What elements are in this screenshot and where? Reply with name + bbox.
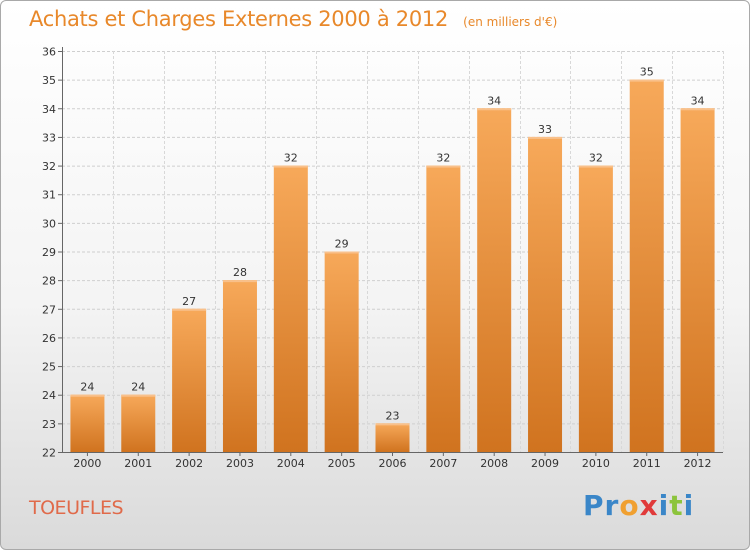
logo-letter: i [683,489,695,522]
x-tick-label: 2008 [480,457,508,470]
y-tick-label: 36 [42,46,56,59]
chart-title: Achats et Charges Externes 2000 à 2012 [29,7,449,31]
bar [324,251,359,452]
logo-letter: r [604,489,620,522]
y-tick-label: 22 [42,447,56,460]
bar-value-label: 34 [691,94,705,107]
x-tick-label: 2006 [379,457,407,470]
bar [121,394,156,452]
y-tick-label: 25 [42,361,56,374]
x-tick-label: 2012 [684,457,712,470]
y-tick-label: 28 [42,275,56,288]
bar-value-label: 33 [538,123,552,136]
bar [273,165,308,453]
y-tick-label: 29 [42,246,56,259]
logo-letter: i [658,489,670,522]
x-tick-label: 2002 [175,457,203,470]
labels: 24 2000 24 2001 27 2002 28 2003 32 2004 29 2005 23 20… [73,66,711,470]
x-tick-label: 2000 [73,457,101,470]
bar-value-label: 32 [589,152,603,165]
bar-highlight [324,251,359,254]
y-tick-label: 23 [42,418,56,431]
bar [172,308,207,452]
bar [680,108,715,453]
logo-letter: t [669,489,684,522]
bar-highlight [172,308,207,311]
bar-highlight [578,165,613,168]
y-tick-label: 31 [42,189,56,202]
axes: 22 23 24 25 26 27 28 29 30 31 32 33 34 35 36 [42,46,723,460]
bar-highlight [273,165,308,168]
y-tick-label: 26 [42,332,56,345]
x-tick-label: 2010 [582,457,610,470]
x-tick-label: 2007 [429,457,457,470]
bar [70,394,105,452]
bar [477,108,512,453]
bar-highlight [121,394,156,397]
bar-value-label: 23 [386,409,400,422]
y-tick-label: 34 [42,103,56,116]
grid-lines [62,51,724,453]
bar [578,165,613,453]
x-tick-label: 2004 [277,457,305,470]
bar [375,423,410,452]
bar-highlight [222,280,257,283]
bar [222,280,257,452]
logo-letter: x [639,489,659,522]
bar [629,79,664,453]
chart-subtitle: (en milliers d'€) [463,15,558,29]
bar [426,165,461,453]
bar-value-label: 34 [487,94,501,107]
y-tick-label: 30 [42,217,56,230]
x-tick-label: 2009 [531,457,559,470]
bar [528,136,563,452]
bar-highlight [375,423,410,426]
bar-highlight [426,165,461,168]
bar-value-label: 29 [335,238,349,251]
y-tick-label: 35 [42,74,56,87]
bar-value-label: 24 [131,381,145,394]
bar-highlight [70,394,105,397]
logo-letter: P [583,489,605,522]
bar-value-label: 32 [436,152,450,165]
bar-value-label: 35 [640,66,654,79]
title-row: Achats et Charges Externes 2000 à 2012 (… [29,7,557,31]
x-tick-label: 2005 [328,457,356,470]
x-tick-label: 2011 [633,457,661,470]
logo-letter: o [619,489,640,522]
proxiti-logo: Proxiti [583,489,694,522]
y-tick-label: 27 [42,303,56,316]
commune-name: TOEUFLES [29,497,124,519]
bars [70,79,715,453]
bar-value-label: 27 [182,295,196,308]
y-tick-label: 24 [42,389,56,402]
y-tick-label: 33 [42,131,56,144]
x-tick-label: 2001 [124,457,152,470]
bar-value-label: 28 [233,266,247,279]
bar-value-label: 32 [284,152,298,165]
x-tick-label: 2003 [226,457,254,470]
bar-value-label: 24 [80,381,94,394]
y-tick-label: 32 [42,160,56,173]
bar-highlight [477,108,512,111]
bar-highlight [528,136,563,139]
bar-highlight [680,108,715,111]
bar-highlight [629,79,664,82]
